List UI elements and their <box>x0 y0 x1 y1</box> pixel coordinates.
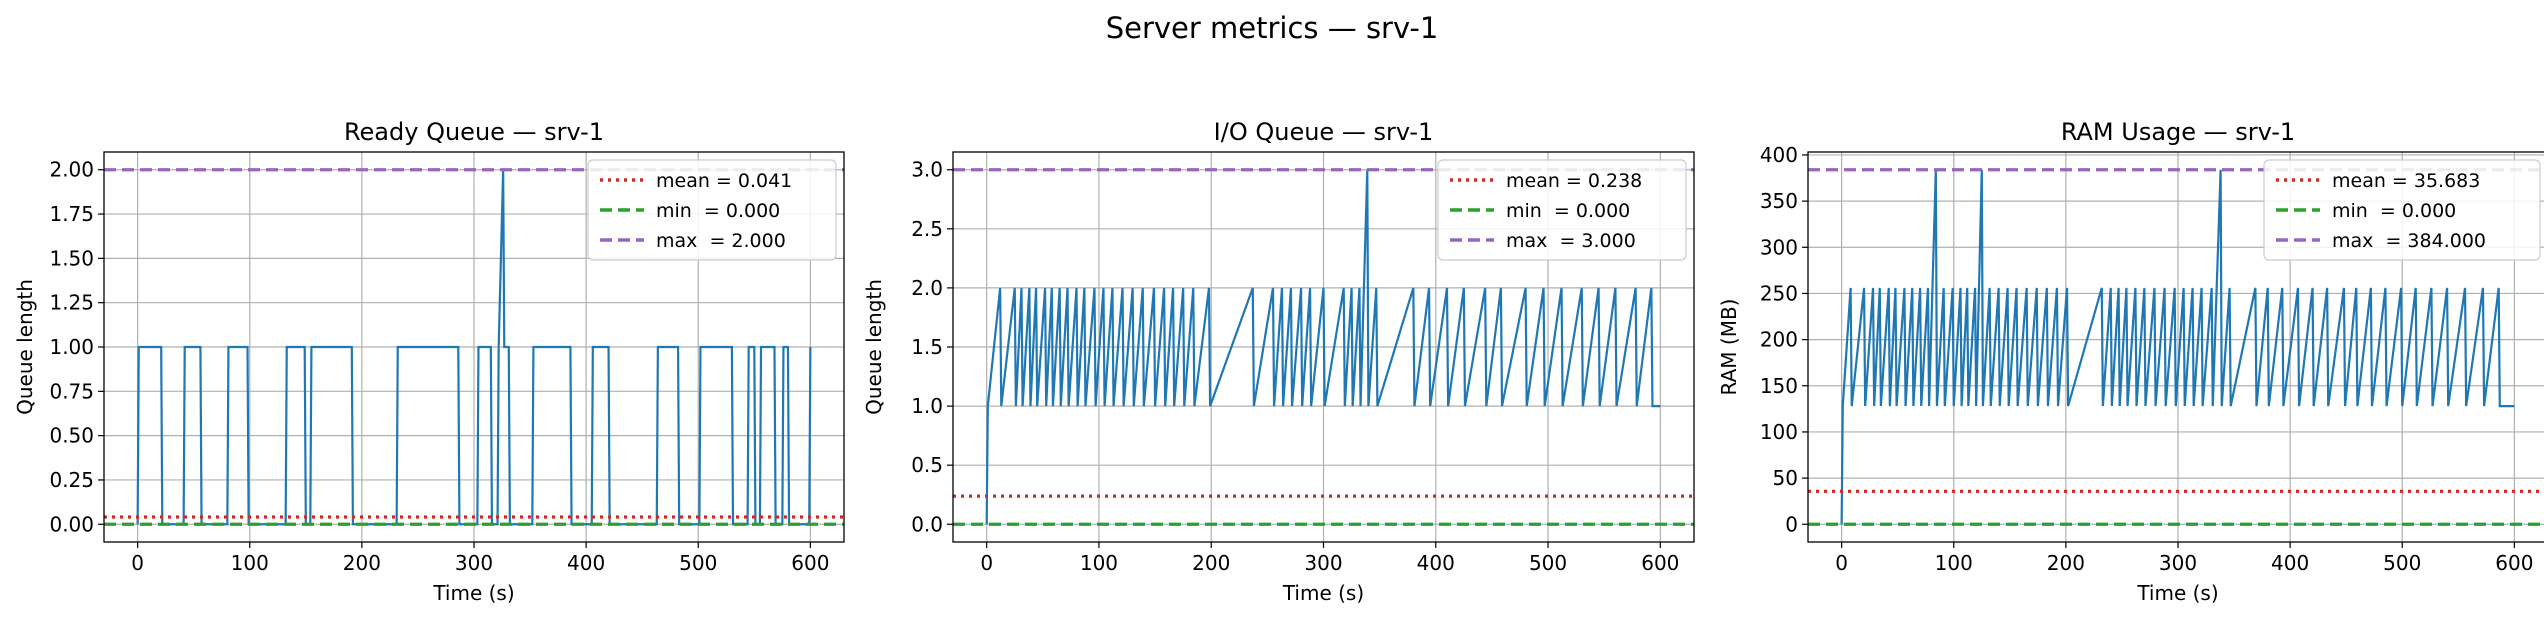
y-tick-label: 0.00 <box>49 512 94 536</box>
chart-panel-2: 0 100 200 300 400 500 600 0.0 0.5 1.0 1.5 2.0 2.5 3.0… <box>862 118 1695 605</box>
x-tick-label: 600 <box>1641 551 1679 575</box>
legend-label: mean = 0.041 <box>656 170 792 192</box>
y-tick-label: 1.5 <box>911 335 943 359</box>
y-tick-label: 2.5 <box>911 217 943 241</box>
y-tick-label: 50 <box>1773 466 1798 490</box>
y-tick-label: 200 <box>1760 328 1798 352</box>
y-tick-label: 0.0 <box>911 512 943 536</box>
chart-title: Ready Queue — srv-1 <box>344 118 604 146</box>
y-tick-label: 1.50 <box>49 246 94 270</box>
legend: mean = 0.238 min = 0.000 max = 3.000 <box>1437 159 1687 261</box>
x-tick-label: 500 <box>1529 551 1567 575</box>
legend-box <box>2263 159 2541 261</box>
x-tick-label: 200 <box>2047 551 2085 575</box>
x-tick-label: 300 <box>1304 551 1342 575</box>
x-tick-label: 100 <box>1080 551 1118 575</box>
series-line-1 <box>1840 169 2515 525</box>
chart-panel-1: 0 100 200 300 400 500 600 0.00 0.25 0.50 0.75 1.00 1… <box>13 118 845 605</box>
legend-box <box>1437 159 1687 261</box>
y-tick-label: 2.0 <box>911 276 943 300</box>
x-axis-label: Time (s) <box>1282 581 1364 605</box>
y-tick-label: 300 <box>1760 235 1798 259</box>
y-tick-label: 1.25 <box>49 291 94 315</box>
chart-panels: 0 100 200 300 400 500 6000.000.250.500.751.001… <box>13 118 2544 605</box>
x-tick-label: 0 <box>131 551 144 575</box>
x-axis-label: Time (s) <box>432 581 514 605</box>
legend-label: max = 2.000 <box>656 230 786 252</box>
x-tick-label: 500 <box>2383 551 2421 575</box>
y-tick-label: 3.0 <box>911 158 943 182</box>
y-tick-label: 0.5 <box>911 453 943 477</box>
y-tick-label: 1.0 <box>911 394 943 418</box>
y-tick-label: 0.75 <box>49 379 94 403</box>
y-axis-label: Queue length <box>13 279 37 415</box>
figure-title: Server metrics — srv-1 <box>1106 11 1439 45</box>
y-tick-label: 1.75 <box>49 202 94 226</box>
y-axis-label: Queue length <box>862 279 886 415</box>
y-tick-label: 0 <box>1785 512 1798 536</box>
legend-label: mean = 35.683 <box>2332 170 2480 192</box>
x-tick-label: 200 <box>1192 551 1230 575</box>
x-axis-label: Time (s) <box>2136 581 2218 605</box>
y-tick-label: 150 <box>1760 374 1798 398</box>
x-tick-label: 400 <box>1417 551 1455 575</box>
x-tick-label: 300 <box>455 551 493 575</box>
x-tick-label: 400 <box>2271 551 2309 575</box>
x-tick-label: 300 <box>2159 551 2197 575</box>
series-line-1 <box>136 169 812 526</box>
y-tick-label: 0.50 <box>49 424 94 448</box>
chart-title: I/O Queue — srv-1 <box>1214 118 1434 146</box>
y-tick-label: 1.00 <box>49 335 94 359</box>
y-tick-label: 100 <box>1760 420 1798 444</box>
legend-box <box>587 159 837 261</box>
legend-label: min = 0.000 <box>656 200 780 222</box>
x-tick-label: 600 <box>791 551 829 575</box>
y-axis-label: RAM (MB) <box>1717 299 1741 396</box>
legend-label: min = 0.000 <box>1506 200 1630 222</box>
x-tick-label: 600 <box>2495 551 2533 575</box>
legend-label: max = 384.000 <box>2332 230 2486 252</box>
x-tick-label: 0 <box>1835 551 1848 575</box>
y-tick-label: 350 <box>1760 189 1798 213</box>
x-tick-label: 100 <box>1935 551 1973 575</box>
legend: mean = 35.683 min = 0.000 max = 384.000 <box>2263 159 2541 261</box>
chart-title: RAM Usage — srv-1 <box>2061 118 2295 146</box>
chart-panel-3: 0 100 200 300 400 500 600 0 50 100 150 200 250 300 350… <box>1717 118 2544 605</box>
legend-label: mean = 0.238 <box>1506 170 1642 192</box>
legend-label: max = 3.000 <box>1506 230 1636 252</box>
y-tick-label: 2.00 <box>49 158 94 182</box>
y-tick-label: 400 <box>1760 143 1798 167</box>
x-tick-label: 400 <box>567 551 605 575</box>
x-tick-label: 100 <box>231 551 269 575</box>
legend: mean = 0.041 min = 0.000 max = 2.000 <box>587 159 837 261</box>
y-tick-label: 0.25 <box>49 468 94 492</box>
x-tick-label: 200 <box>343 551 381 575</box>
y-tick-label: 250 <box>1760 281 1798 305</box>
x-tick-label: 0 <box>980 551 993 575</box>
x-tick-label: 500 <box>679 551 717 575</box>
series-line-1 <box>985 169 1661 525</box>
legend-label: min = 0.000 <box>2332 200 2456 222</box>
